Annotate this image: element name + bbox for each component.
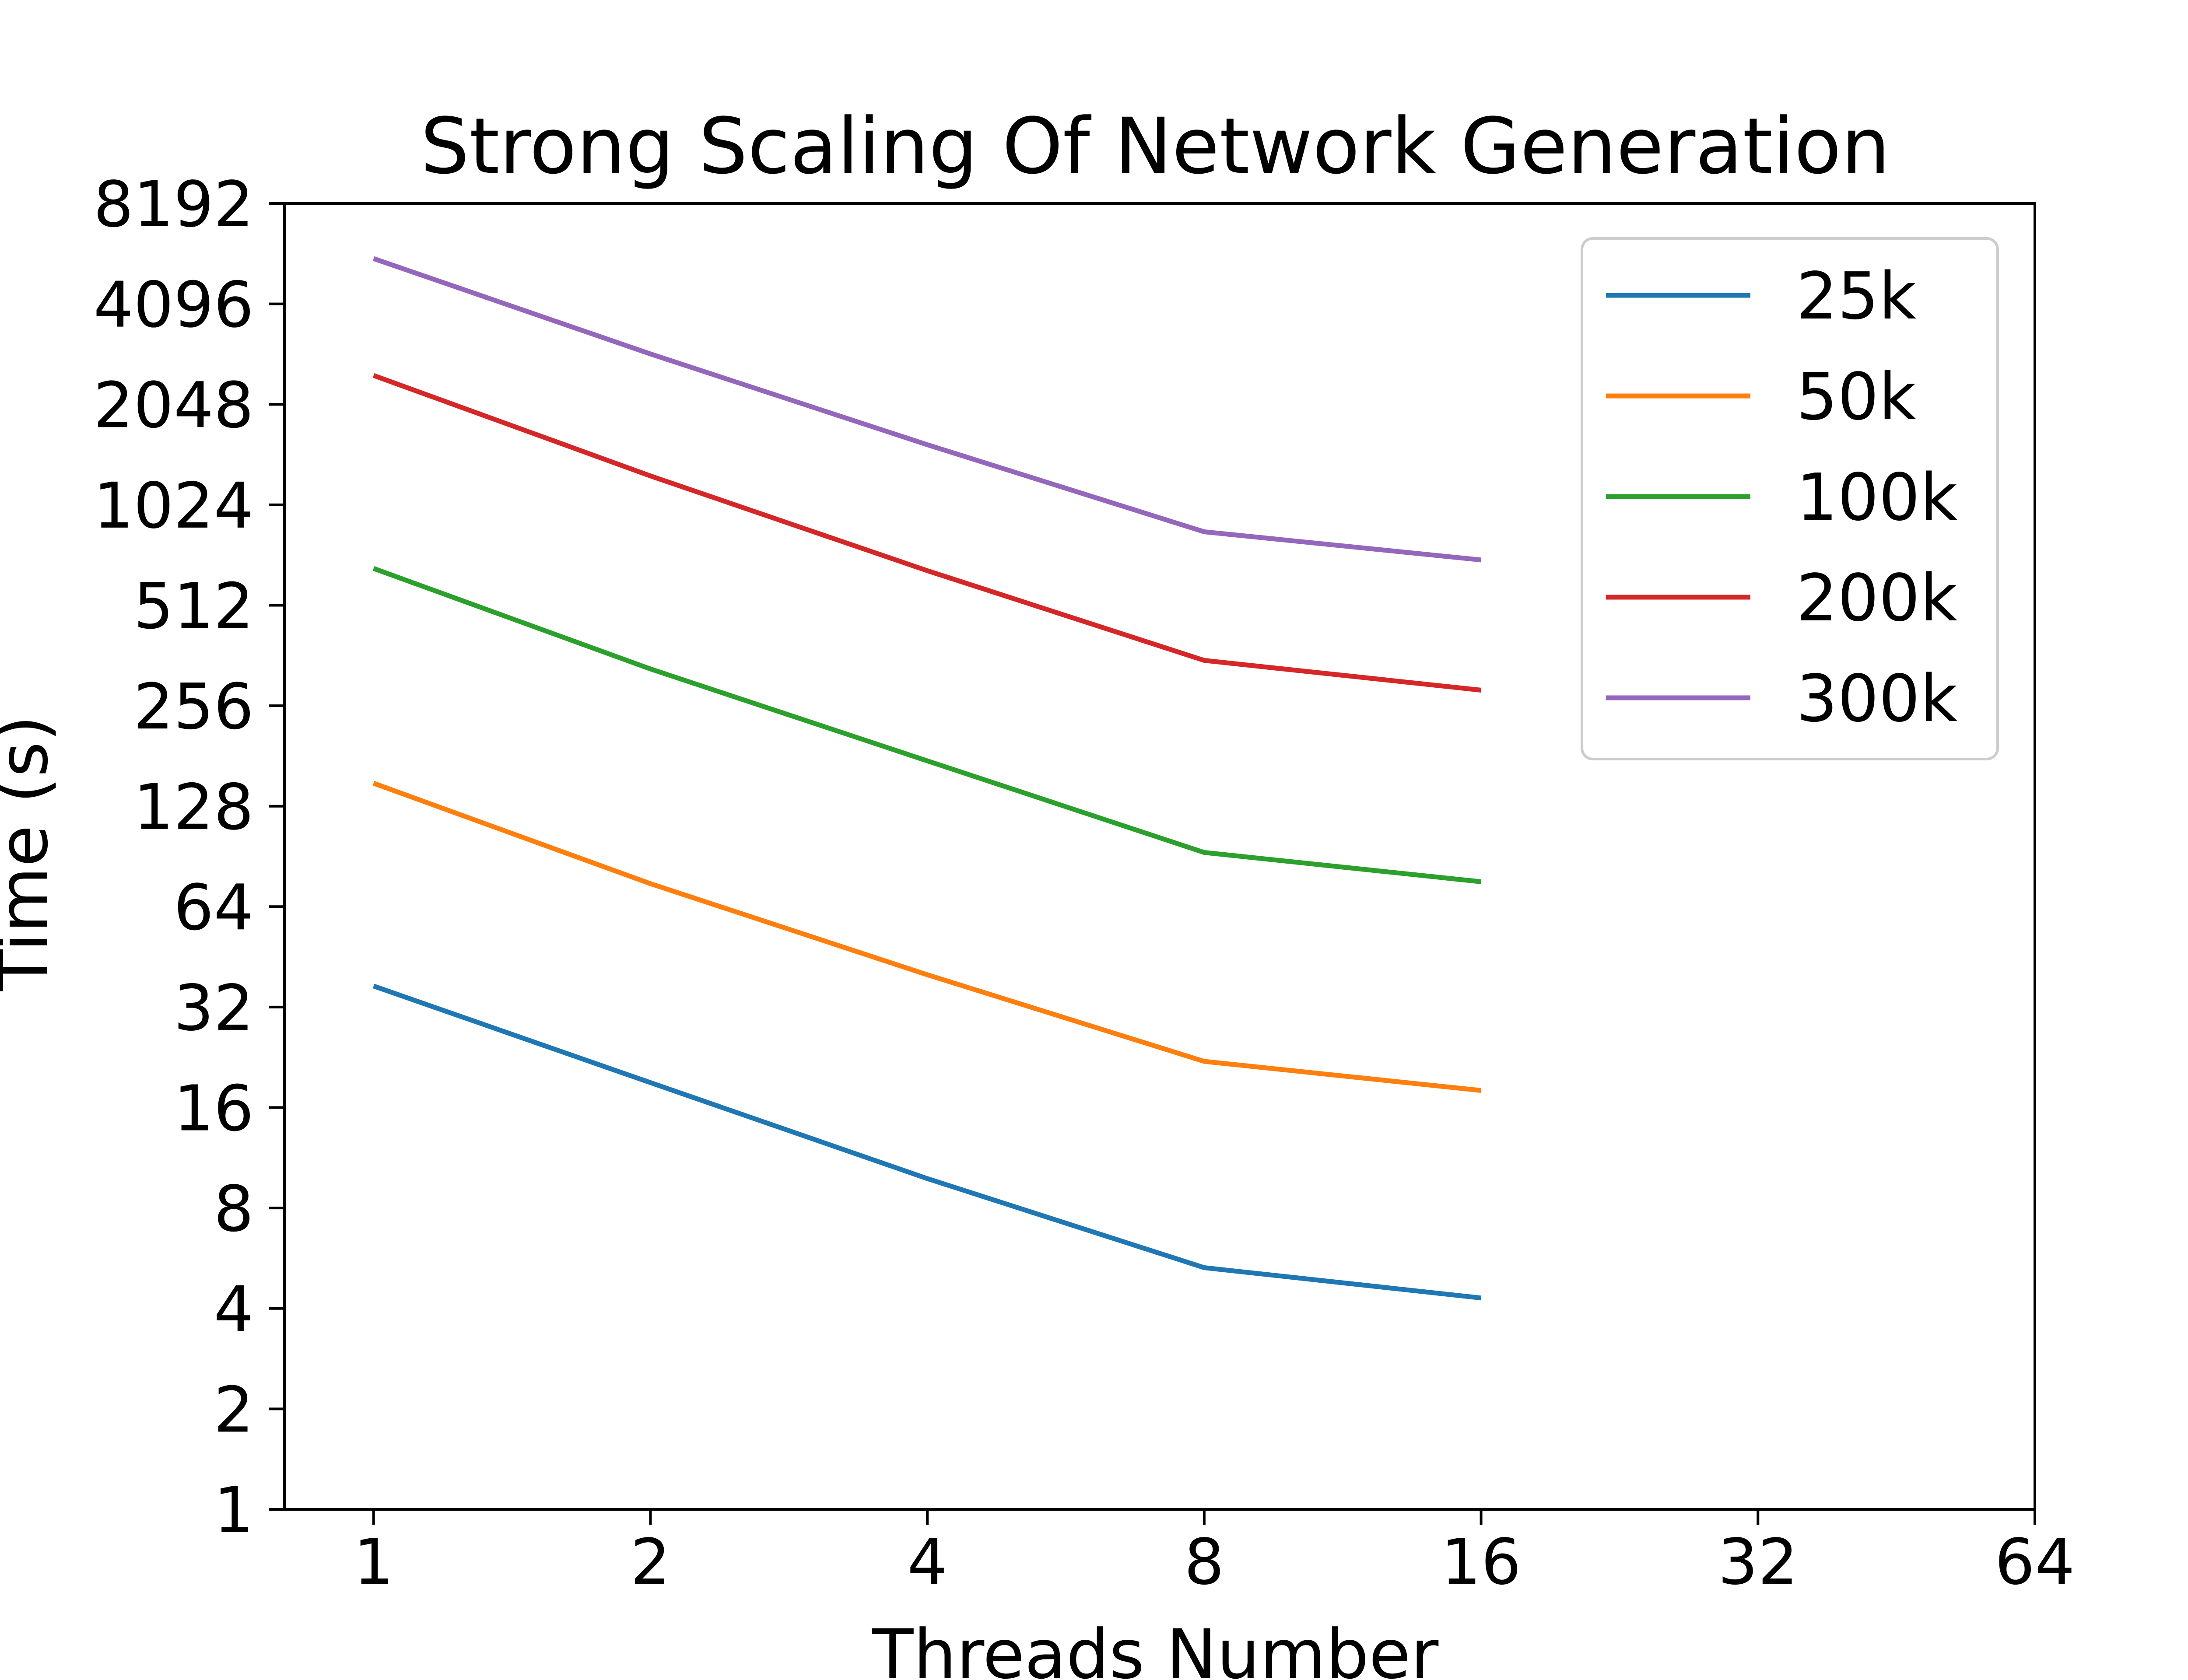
legend-label: 200k <box>1796 560 1957 636</box>
series-line-25k <box>372 984 1482 1301</box>
y-tick-label: 1 <box>214 1474 254 1547</box>
y-tick-label: 1024 <box>94 469 254 542</box>
x-tick-label: 64 <box>1995 1525 2075 1599</box>
x-tick-label: 2 <box>631 1525 671 1599</box>
series-line-100k <box>372 566 1482 884</box>
y-tick-label: 2048 <box>94 368 254 442</box>
y-tick-label: 4096 <box>94 268 254 342</box>
x-tick-label: 32 <box>1718 1525 1798 1599</box>
y-tick-label: 8 <box>214 1172 254 1246</box>
legend-label: 100k <box>1796 460 1957 535</box>
legend-box <box>1581 237 1999 760</box>
x-tick-label: 4 <box>907 1525 947 1599</box>
legend-label: 50k <box>1796 359 1916 434</box>
x-axis-label: Threads Number <box>872 1615 1439 1680</box>
y-tick-label: 128 <box>133 770 254 844</box>
y-tick-label: 64 <box>174 871 254 944</box>
y-tick-label: 256 <box>133 670 254 743</box>
y-axis-label: Time (s) <box>0 715 63 991</box>
series-lines <box>372 256 1482 1301</box>
y-tick-label: 16 <box>174 1072 254 1145</box>
y-axis-ticks: 1 2 4 8 16 32 64 128 256 512 1024 2048 4096 8192 <box>94 168 284 1547</box>
x-tick-label: 1 <box>354 1525 394 1599</box>
y-tick-label: 4 <box>214 1273 254 1346</box>
series-line-200k <box>372 373 1482 693</box>
y-tick-label: 512 <box>133 569 254 643</box>
y-tick-label: 32 <box>174 971 254 1045</box>
legend-label: 25k <box>1796 259 1916 334</box>
x-axis-ticks: 1 2 4 8 16 32 64 <box>354 1509 2075 1599</box>
legend-label: 300k <box>1796 661 1957 736</box>
x-tick-label: 16 <box>1441 1525 1521 1599</box>
legend: 25k 50k 100k 200k 300k <box>1581 237 1999 760</box>
chart-title: Strong Scaling Of Network Generation <box>421 102 1890 191</box>
series-line-300k <box>372 256 1482 563</box>
series-line-50k <box>372 781 1482 1093</box>
y-tick-label: 2 <box>214 1373 254 1446</box>
y-tick-label: 8192 <box>94 168 254 241</box>
plot-frame <box>283 202 2036 1511</box>
x-tick-label: 8 <box>1184 1525 1224 1599</box>
